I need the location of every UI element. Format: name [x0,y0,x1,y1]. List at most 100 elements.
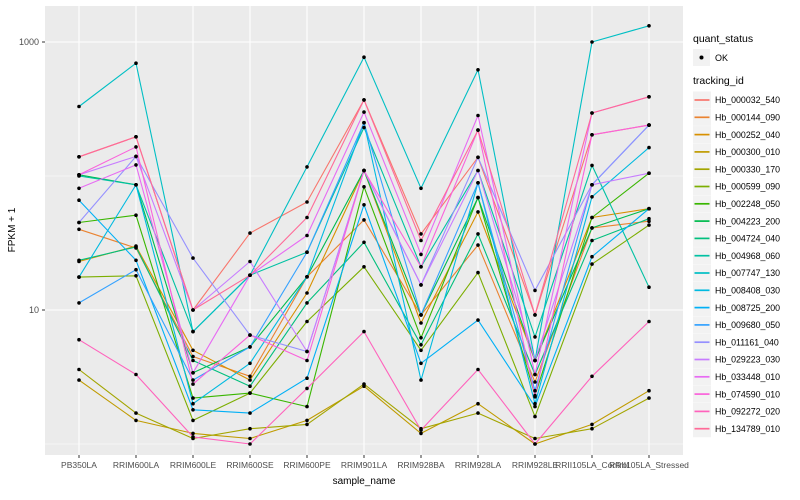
data-point [134,258,138,263]
data-point [248,374,252,379]
legend-item-label: Hb_008408_030 [715,286,780,296]
legend-item-label: Hb_029223_030 [715,355,780,365]
data-point [191,408,195,412]
data-point [134,163,138,167]
data-point [533,404,537,409]
data-point [305,291,309,295]
data-point [533,380,537,384]
data-point [647,219,651,223]
x-axis-tick-labels: PB350LA RRIM600LA RRIM600LE RRIM600SE RRIM60… [61,460,689,470]
legend-item-Hb_092272_020: Hb_092272_020 [693,402,780,420]
x-tick-label: RRIM901LA [341,460,388,470]
data-point [248,345,252,349]
data-point [305,200,309,204]
data-point [191,354,195,359]
data-point [533,288,537,293]
legend-item-Hb_074590_010: Hb_074590_010 [693,385,780,403]
data-point [533,414,537,419]
x-tick-label: RRIM928BA [397,460,445,470]
data-point [77,258,81,263]
legend-item-label: Hb_134789_010 [715,424,780,434]
data-point [590,426,594,431]
data-point [305,349,309,354]
data-point [476,401,480,406]
data-point [191,401,195,406]
data-point [362,55,366,59]
data-point [419,336,423,340]
data-point [305,165,309,169]
legend-tracking-keys: Hb_000032_540 Hb_000144_090 Hb_000252_040 H… [693,91,780,438]
legend-item-label: Hb_000330_170 [715,164,780,174]
data-point [476,318,480,322]
legend: quant_status OK tracking_id Hb_000032_54… [693,33,780,438]
data-point [476,411,480,415]
legend-item-label: Hb_000252_040 [715,130,780,140]
data-point [419,252,423,257]
y-tick-label: 1000 [19,37,39,47]
data-point [362,218,366,222]
legend-item-Hb_000330_170: Hb_000330_170 [693,160,780,178]
legend-item-Hb_000599_090: Hb_000599_090 [693,178,780,195]
data-point [305,358,309,363]
x-tick-label: RRIM600PE [283,460,331,470]
data-point [590,254,594,259]
data-point [647,95,651,99]
data-point [305,250,309,254]
legend-item-label: Hb_000032_540 [715,95,780,105]
data-point [533,372,537,377]
x-tick-label: RRII105LA_Control [555,460,629,470]
legend-item-Hb_008408_030: Hb_008408_030 [693,281,780,299]
legend-item-label: Hb_074590_010 [715,389,780,399]
legend-item-label: Hb_000144_090 [715,113,780,123]
data-point [419,428,423,432]
data-point [191,256,195,260]
data-point [590,163,594,168]
data-point [419,283,423,287]
data-point [647,319,651,324]
data-point [191,382,195,386]
data-point [362,203,366,207]
data-point [362,98,366,102]
data-point [362,240,366,245]
data-point [647,388,651,393]
data-point [362,125,366,130]
data-point [191,308,195,312]
legend-item-Hb_033448_010: Hb_033448_010 [693,368,780,386]
data-point [647,123,651,127]
data-point [590,238,594,243]
data-point [134,372,138,377]
x-tick-label: RRII105LA_Stressed [609,460,689,470]
data-point [134,183,138,187]
data-point [134,145,138,149]
data-point [248,411,252,415]
axis-tick-marks [42,41,650,458]
data-point [476,181,480,185]
legend-item-label: Hb_004724_040 [715,234,780,244]
data-point [362,120,366,125]
data-point [647,24,651,28]
data-point [476,68,480,72]
data-point [476,210,480,214]
data-point [647,223,651,227]
data-point [305,376,309,381]
x-tick-label: RRIM600SE [226,460,274,470]
data-point [533,442,537,446]
data-point [419,431,423,436]
data-point [305,404,309,409]
x-tick-label: RRIM928LA [455,460,502,470]
legend-item-Hb_000252_040: Hb_000252_040 [693,126,780,144]
data-point [134,213,138,217]
data-point [362,329,366,334]
data-point [419,343,423,347]
data-point [305,418,309,423]
legend-item-Hb_134789_010: Hb_134789_010 [693,420,780,438]
y-axis-title: FPKM + 1 [7,207,18,252]
data-point [419,321,423,325]
legend-tracking-id-title: tracking_id [693,75,744,87]
data-point [77,220,81,225]
data-point [248,442,252,446]
data-point [419,361,423,366]
data-point [533,313,537,317]
data-point [134,154,138,159]
